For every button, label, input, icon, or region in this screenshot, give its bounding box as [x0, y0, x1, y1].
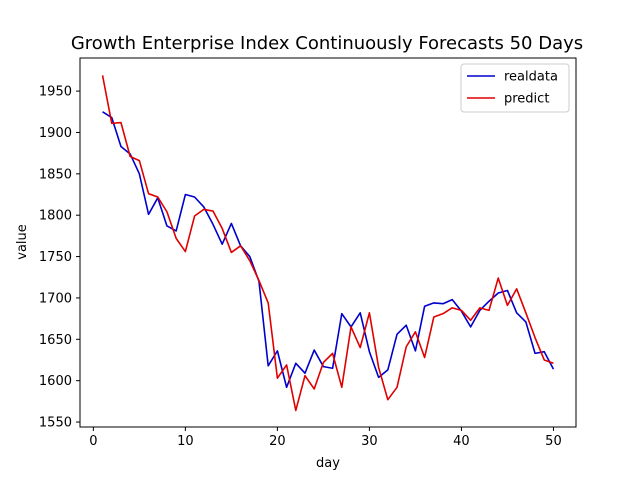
y-axis-label: value [15, 224, 30, 260]
y-tick-label: 1550 [39, 416, 72, 431]
y-tick-label: 1750 [39, 250, 72, 265]
plot-area [80, 58, 576, 427]
x-tick-label: 0 [89, 434, 97, 449]
x-tick-label: 30 [361, 434, 378, 449]
x-tick-label: 40 [453, 434, 470, 449]
x-axis-label: day [316, 456, 340, 471]
x-tick-label: 20 [269, 434, 286, 449]
series-layer [101, 75, 555, 412]
y-tick-label: 1800 [39, 209, 72, 224]
axes-frame [79, 57, 577, 428]
chart-title: Growth Enterprise Index Continuously For… [71, 33, 583, 54]
axes-layer: 0 10 20 30 40 50 1550 1600 1650 1700 1750 1800 1850 1… [39, 57, 577, 449]
y-tick-label: 1650 [39, 333, 72, 348]
legend-label-realdata: realdata [504, 70, 558, 85]
x-tick-label: 50 [545, 434, 562, 449]
y-tick-label: 1950 [39, 85, 72, 100]
series-line-realdata [102, 111, 555, 389]
plot-background [80, 58, 576, 427]
legend-label-predict: predict [504, 92, 549, 107]
x-tick-label: 10 [177, 434, 194, 449]
legend: realdata predict [460, 63, 570, 113]
y-tick-label: 1850 [39, 167, 72, 182]
series-line-predict [101, 75, 554, 412]
y-tick-label: 1700 [39, 291, 72, 306]
y-tick-label: 1600 [39, 374, 72, 389]
y-tick-label: 1900 [39, 126, 72, 141]
